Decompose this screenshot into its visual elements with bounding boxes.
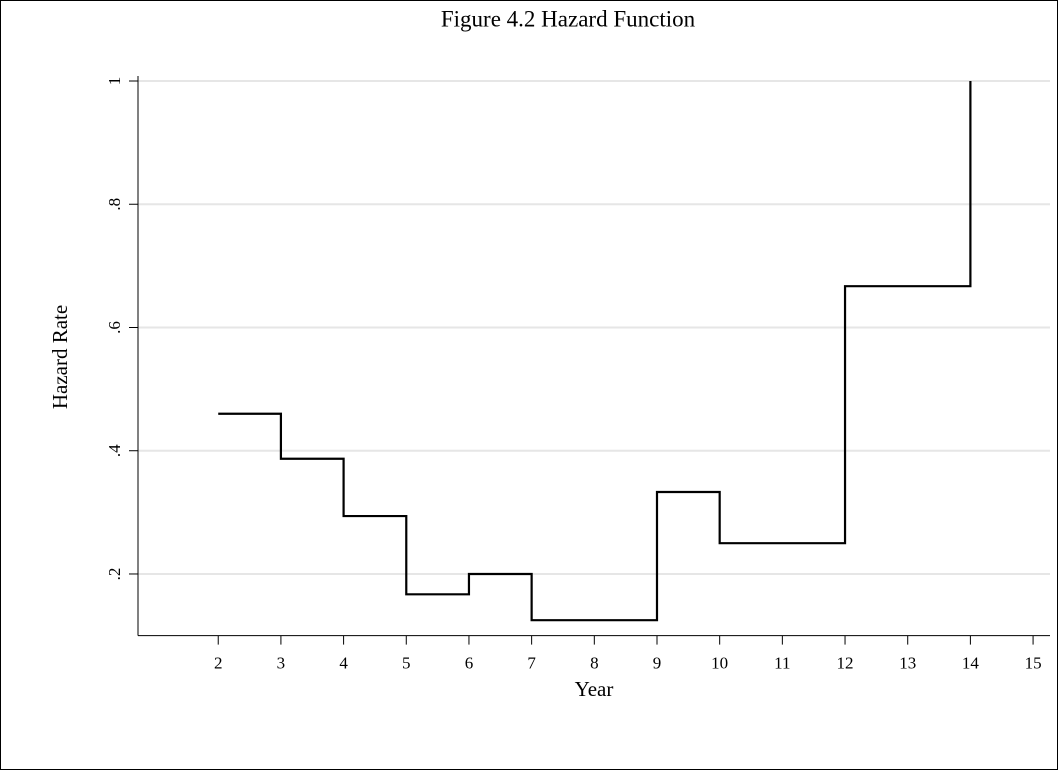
x-tick-label: 7 (527, 654, 536, 673)
y-tick-label: .6 (105, 321, 124, 334)
x-tick-label: 8 (590, 654, 599, 673)
y-tick-label: .8 (105, 198, 124, 211)
x-tick-label: 6 (465, 654, 474, 673)
step-line (218, 81, 972, 622)
y-tick-label: 1 (105, 77, 124, 86)
x-tick-label: 2 (214, 654, 223, 673)
x-tick-label: 3 (277, 654, 286, 673)
x-tick-label: 13 (899, 654, 916, 673)
x-tick-label: 11 (774, 654, 790, 673)
y-axis-title: Hazard Rate (48, 305, 72, 409)
x-tick-label: 14 (962, 654, 980, 673)
x-tick-label: 10 (711, 654, 728, 673)
y-tick-label: .2 (105, 568, 124, 581)
x-tick-label: 5 (402, 654, 411, 673)
x-axis-title: Year (575, 677, 614, 701)
y-tick-label: .4 (105, 444, 124, 457)
chart-title: Figure 4.2 Hazard Function (441, 6, 696, 31)
x-tick-label: 15 (1025, 654, 1042, 673)
x-tick-label: 12 (837, 654, 854, 673)
x-tick-label: 4 (339, 654, 348, 673)
x-tick-label: 9 (653, 654, 662, 673)
